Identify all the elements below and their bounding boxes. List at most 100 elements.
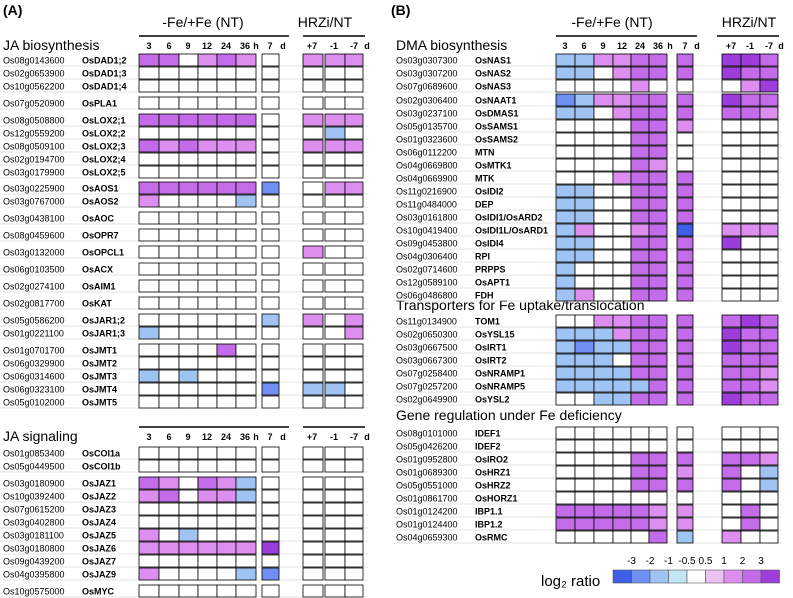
legend-tick-label: 1: [721, 556, 727, 567]
heat-cell: [158, 245, 180, 259]
heat-cell: [138, 296, 160, 310]
heat-cell: [612, 171, 632, 185]
heat-cell: [235, 113, 257, 127]
heat-cell: [344, 96, 364, 110]
heat-cell: [593, 517, 614, 531]
legend-swatch: [742, 569, 762, 584]
gene-id: Os01g0701700: [3, 346, 65, 356]
heat-cell: [344, 459, 364, 473]
gene-name: MTK: [475, 174, 495, 184]
heat-cell: [324, 296, 346, 310]
heat-cell: [158, 262, 180, 276]
heat-cell: [158, 528, 180, 542]
heat-cell: [324, 584, 346, 598]
gene-name: OsNAS2: [475, 69, 511, 79]
heat-cell: [612, 197, 632, 211]
gene-name: OsYSL15: [475, 330, 515, 340]
heat-cell: [648, 262, 668, 276]
heat-cell: [235, 245, 257, 259]
heat-cell: [593, 452, 614, 466]
heat-cell: [197, 343, 218, 357]
time-point-label: 24: [635, 41, 645, 51]
heat-cell: [261, 326, 280, 340]
heat-cell: [676, 106, 694, 120]
heat-cell: [197, 165, 218, 179]
time-point-label: -7: [350, 41, 358, 51]
heat-cell: [740, 327, 761, 341]
heat-cell: [178, 228, 199, 242]
heat-cell: [178, 382, 199, 396]
heat-cell: [759, 478, 779, 492]
heat-cell: [574, 171, 595, 185]
heat-cell: [324, 279, 346, 293]
heat-cell: [216, 489, 237, 503]
heat-cell: [235, 165, 257, 179]
heat-cell: [630, 53, 650, 67]
heat-cell: [158, 79, 180, 93]
heat-cell: [302, 211, 324, 225]
heat-cell: [759, 262, 779, 276]
heat-cell: [593, 66, 614, 80]
heat-cell: [676, 491, 694, 505]
heat-cell: [344, 502, 364, 516]
heat-cell: [740, 439, 761, 453]
heat-cell: [344, 66, 364, 80]
heat-cell: [324, 53, 346, 67]
heat-cell: [235, 446, 257, 460]
heat-cell: [574, 517, 595, 531]
heat-cell: [344, 152, 364, 166]
gene-id: Os01g0323600: [396, 135, 458, 145]
heat-cell: [759, 392, 779, 406]
heat-cell: [630, 340, 650, 354]
heat-cell: [593, 392, 614, 406]
heat-cell: [721, 66, 742, 80]
heat-cell: [235, 369, 257, 383]
time-point-label: 36: [653, 41, 663, 51]
heat-cell: [740, 119, 761, 133]
gene-id: Os08g0509100: [3, 142, 65, 152]
heat-cell: [676, 426, 694, 440]
heat-cell: [648, 439, 668, 453]
heat-cell: [216, 279, 237, 293]
panel-b-label: (B): [391, 2, 410, 18]
heat-cell: [344, 567, 364, 581]
heat-cell: [197, 279, 218, 293]
heat-cell: [740, 262, 761, 276]
heat-cell: [197, 528, 218, 542]
gene-id: Os06g0329900: [3, 359, 65, 369]
gene-id: Os01g0221100: [3, 329, 64, 339]
gene-name: OsJAZ7: [82, 557, 116, 567]
heat-cell: [612, 288, 632, 302]
heat-cell: [235, 395, 257, 409]
heat-cell: [721, 517, 742, 531]
time-point-label: h: [253, 432, 259, 442]
panel-a-group2-title: HRZi/NT: [298, 14, 353, 30]
time-point-label: 36: [240, 432, 250, 442]
heat-cell: [235, 554, 257, 568]
gene-name: OsJAZ3: [82, 505, 116, 515]
heat-cell: [197, 584, 218, 598]
heat-cell: [216, 326, 237, 340]
heat-cell: [138, 262, 160, 276]
heat-cell: [612, 53, 632, 67]
heat-cell: [648, 379, 668, 393]
heat-cell: [178, 584, 199, 598]
time-point-label: 3: [146, 41, 151, 51]
gene-name: OsJAZ5: [82, 531, 116, 541]
time-point-label: 3: [146, 432, 151, 442]
gene-id: Os03g0307300: [396, 56, 458, 66]
heat-cell: [178, 369, 199, 383]
heat-cell: [178, 279, 199, 293]
heat-cell: [630, 379, 650, 393]
heat-cell: [630, 465, 650, 479]
gene-id: Os01g0689300: [396, 468, 458, 478]
heat-cell: [197, 476, 218, 490]
heat-cell: [648, 530, 668, 544]
gene-name: OsHRZ1: [475, 468, 511, 478]
heat-cell: [178, 567, 199, 581]
heat-cell: [630, 132, 650, 146]
heat-cell: [324, 228, 346, 242]
gene-name: OsNAAT1: [475, 96, 516, 106]
heat-cell: [158, 296, 180, 310]
heat-cell: [574, 439, 595, 453]
